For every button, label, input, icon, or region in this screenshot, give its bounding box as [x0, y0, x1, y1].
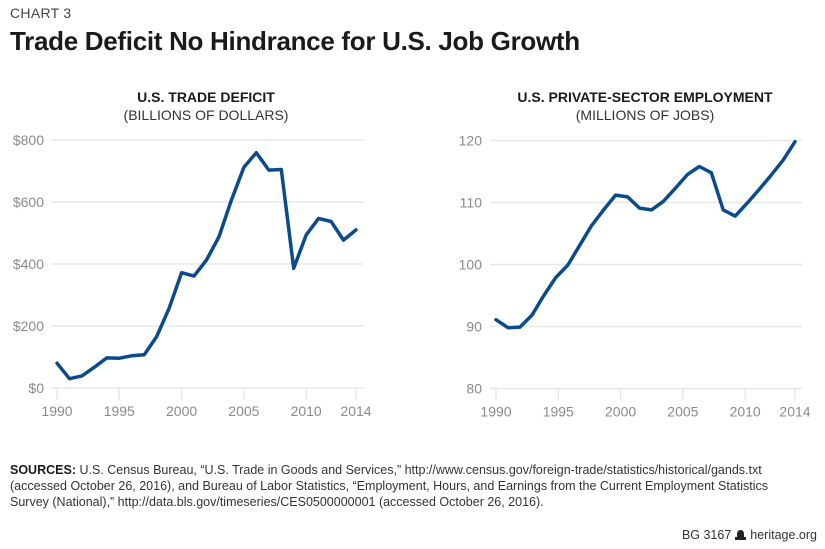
- chart-title: Trade Deficit No Hindrance for U.S. Job …: [10, 26, 580, 56]
- sources-note: SOURCES: U.S. Census Bureau, “U.S. Trade…: [10, 462, 810, 510]
- left-x-tick-label: 2010: [291, 403, 322, 419]
- left-chart-title: U.S. TRADE DEFICIT: [137, 89, 275, 105]
- right-x-tick-label: 2014: [779, 404, 810, 420]
- liberty-bell-icon: [735, 530, 747, 540]
- left-panel-title: U.S. TRADE DEFICIT (BILLIONS OF DOLLARS): [56, 88, 356, 124]
- right-chart-title: U.S. PRIVATE-SECTOR EMPLOYMENT: [517, 89, 773, 105]
- footer: BG 3167 heritage.org: [682, 528, 817, 542]
- left-x-tick-label: 1990: [41, 403, 72, 419]
- left-x-tick-label: 1995: [104, 403, 135, 419]
- right-x-tick-label: 2000: [605, 404, 636, 420]
- chart-kicker: CHART 3: [10, 5, 72, 21]
- right-x-tick-label: 2005: [667, 404, 698, 420]
- left-y-tick-label: $600: [13, 194, 44, 210]
- right-y-tick-label: 100: [459, 257, 483, 273]
- left-y-tick-label: $0: [28, 380, 44, 396]
- right-x-tick-label: 1995: [543, 404, 574, 420]
- right-chart-subtitle: (MILLIONS OF JOBS): [575, 107, 715, 123]
- right-panel-title: U.S. PRIVATE-SECTOR EMPLOYMENT (MILLIONS…: [495, 88, 795, 124]
- right-x-tick-label: 1990: [480, 404, 511, 420]
- site-name: heritage.org: [750, 528, 817, 542]
- right-chart-private-employment: 80 90 100 110 120 1990 1995 2000 2005 2010 2014: [459, 133, 811, 420]
- report-id: BG 3167: [681, 528, 732, 542]
- left-series-line: [55, 150, 358, 381]
- right-y-tick-label: 90: [466, 319, 482, 335]
- left-x-tick-label: 2014: [340, 403, 371, 419]
- right-y-tick-label: 110: [460, 195, 483, 211]
- sources-label: SOURCES:: [10, 463, 76, 477]
- left-y-tick-label: $200: [13, 318, 44, 334]
- left-y-tick-label: $800: [13, 132, 44, 148]
- left-x-tick-label: 2005: [228, 403, 259, 419]
- left-chart-subtitle: (BILLIONS OF DOLLARS): [123, 107, 289, 123]
- right-y-tick-label: 120: [459, 133, 483, 149]
- right-x-tick-label: 2010: [730, 404, 761, 420]
- left-y-tick-label: $400: [13, 256, 44, 272]
- left-x-tick-label: 2000: [166, 403, 197, 419]
- right-series-line: [494, 139, 797, 330]
- right-y-tick-label: 80: [466, 381, 482, 397]
- left-chart-trade-deficit: $0 $200 $400 $600 $800 1990 1995 2000 2005 2010 20…: [13, 132, 372, 419]
- sources-text: U.S. Census Bureau, “U.S. Trade in Goods…: [10, 463, 768, 509]
